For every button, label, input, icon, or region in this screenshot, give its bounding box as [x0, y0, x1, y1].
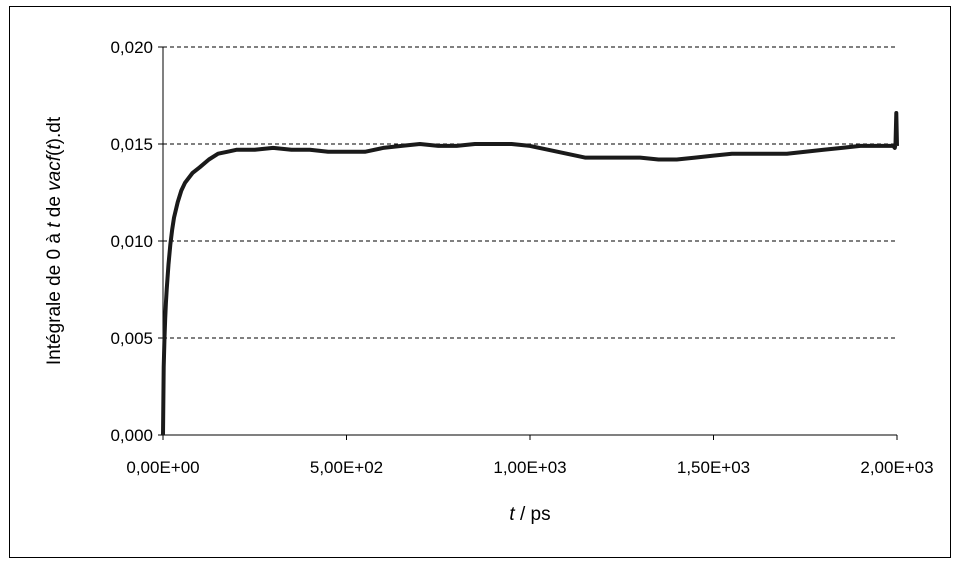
y-tick-label: 0,010 [110, 232, 153, 251]
x-tick-label: 1,50E+03 [677, 458, 750, 477]
y-axis-title-var1: t [44, 222, 65, 228]
x-tick-label: 2,00E+03 [860, 458, 933, 477]
y-axis-title-var2: vacf [44, 154, 65, 191]
x-axis-var: t [509, 504, 515, 525]
y-axis-title-pre: Intégrale de 0 à [44, 228, 65, 365]
series-line [161, 111, 899, 436]
x-ticks: 0,00E+00 5,00E+02 1,00E+03 1,50E+03 2,00E+03 [126, 435, 934, 477]
y-tick-label: 0,000 [110, 426, 153, 445]
y-axis-title-mid: de [44, 191, 65, 223]
y-axis-title-paren: ( [44, 149, 65, 156]
x-axis-title: t / ps [509, 504, 550, 525]
x-tick-label: 5,00E+02 [310, 458, 383, 477]
y-axis-title-var3: t [44, 144, 65, 150]
y-tick-label: 0,005 [110, 329, 153, 348]
x-tick-label: 0,00E+00 [126, 458, 199, 477]
y-tick-label: 0,015 [110, 135, 153, 154]
y-axis-title: Intégrale de 0 à t de vacf(t).dt [44, 116, 65, 365]
x-axis-unit: / ps [515, 504, 551, 525]
y-tick-label: 0,020 [110, 38, 153, 57]
y-axis-title-post: ).dt [44, 116, 65, 144]
gridlines [163, 46, 897, 339]
y-ticks: 0,000 0,005 0,010 0,015 0,020 [110, 38, 163, 445]
x-tick-label: 1,00E+03 [493, 458, 566, 477]
